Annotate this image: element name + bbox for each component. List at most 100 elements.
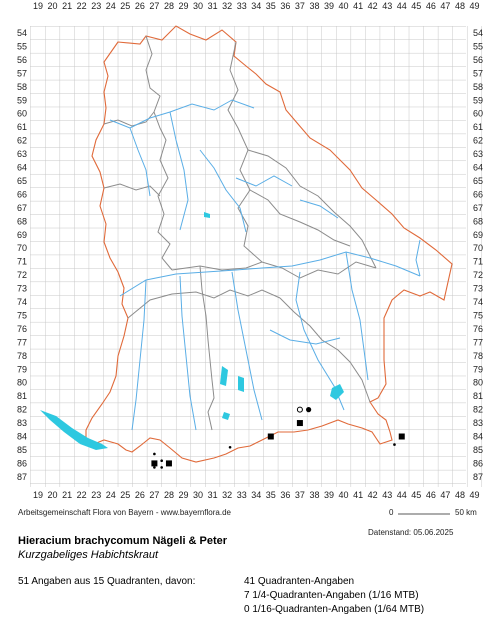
x-tick-label: 26 xyxy=(135,490,145,500)
occurrence-open-circle xyxy=(296,406,303,413)
y-tick-label: 55 xyxy=(473,41,483,51)
y-tick-label: 85 xyxy=(473,445,483,455)
y-tick-label: 74 xyxy=(473,297,483,307)
x-tick-label: 41 xyxy=(353,490,363,500)
occurrence-dot xyxy=(160,466,163,469)
distribution-map: 19 20 21 22 23 24 25 26 27 28 29 30 31 32 33 34 35 36 37 38… xyxy=(17,1,483,515)
y-tick-label: 78 xyxy=(473,351,483,361)
occurrence-points xyxy=(151,406,405,469)
y-tick-label: 57 xyxy=(17,68,27,78)
x-tick-label: 29 xyxy=(178,490,188,500)
y-tick-label: 80 xyxy=(473,378,483,388)
y-tick-label: 73 xyxy=(17,284,27,294)
y-tick-label: 57 xyxy=(473,68,483,78)
y-tick-label: 76 xyxy=(17,324,27,334)
y-tick-label: 70 xyxy=(473,243,483,253)
stat-sixteenth-quadrants: 0 1/16-Quadranten-Angaben (1/64 MTB) xyxy=(244,604,425,615)
y-tick-label: 87 xyxy=(17,472,27,482)
y-tick-label: 68 xyxy=(17,216,27,226)
x-tick-label: 42 xyxy=(368,1,378,11)
y-tick-label: 71 xyxy=(17,257,27,267)
y-tick-label: 61 xyxy=(17,122,27,132)
lakes xyxy=(40,212,344,450)
x-tick-label: 31 xyxy=(208,490,218,500)
x-tick-label: 34 xyxy=(251,490,261,500)
y-axis-right-labels: 54 55 56 57 58 59 60 61 62 63 64 65 66 67 68 69 70 71 72 73… xyxy=(473,28,483,482)
y-axis-left-labels: 54 55 56 57 58 59 60 61 62 63 64 65 66 67 68 69 70 71 72 73… xyxy=(17,28,27,482)
x-tick-label: 39 xyxy=(324,490,334,500)
x-tick-label: 20 xyxy=(48,490,58,500)
y-tick-label: 65 xyxy=(473,176,483,186)
x-tick-label: 45 xyxy=(411,490,421,500)
x-tick-label: 23 xyxy=(91,490,101,500)
data-date: Datenstand: 05.06.2025 xyxy=(368,528,454,537)
stat-quarter-quadrants: 7 1/4-Quadranten-Angaben (1/16 MTB) xyxy=(244,590,419,601)
x-tick-label: 49 xyxy=(469,490,479,500)
y-tick-label: 86 xyxy=(473,458,483,468)
x-tick-label: 19 xyxy=(33,1,43,11)
x-tick-label: 39 xyxy=(324,1,334,11)
y-tick-label: 81 xyxy=(17,391,27,401)
x-tick-label: 38 xyxy=(309,490,319,500)
x-axis-bottom-labels: 19 20 21 22 23 24 25 26 27 28 29 30 31 32 33 34 35 36 37 38… xyxy=(33,490,480,500)
y-tick-label: 62 xyxy=(473,136,483,146)
x-tick-label: 21 xyxy=(62,1,72,11)
y-tick-label: 66 xyxy=(17,189,27,199)
y-tick-label: 77 xyxy=(17,337,27,347)
bavaria-border xyxy=(85,25,453,463)
y-tick-label: 62 xyxy=(17,136,27,146)
y-tick-label: 58 xyxy=(17,82,27,92)
x-tick-label: 37 xyxy=(295,1,305,11)
y-tick-label: 72 xyxy=(17,270,27,280)
x-tick-label: 40 xyxy=(339,1,349,11)
occurrence-dot xyxy=(393,443,396,446)
y-tick-label: 67 xyxy=(17,203,27,213)
x-tick-label: 24 xyxy=(106,1,116,11)
x-tick-label: 34 xyxy=(251,1,261,11)
x-tick-label: 25 xyxy=(120,1,130,11)
y-tick-label: 75 xyxy=(17,310,27,320)
x-tick-label: 31 xyxy=(208,1,218,11)
occurrence-square xyxy=(296,420,303,427)
x-tick-label: 28 xyxy=(164,490,174,500)
scale-label: 50 km xyxy=(455,508,477,517)
y-tick-label: 74 xyxy=(17,297,27,307)
y-tick-label: 60 xyxy=(17,109,27,119)
occurrence-dot xyxy=(153,452,156,456)
species-common-name: Kurzgabeliges Habichtskraut xyxy=(18,549,159,561)
y-tick-label: 60 xyxy=(473,109,483,119)
occurrence-filled-circle xyxy=(306,407,312,413)
x-tick-label: 49 xyxy=(469,1,479,11)
y-tick-label: 82 xyxy=(473,405,483,415)
y-tick-label: 69 xyxy=(473,230,483,240)
y-tick-label: 85 xyxy=(17,445,27,455)
y-tick-label: 56 xyxy=(17,55,27,65)
x-tick-label: 38 xyxy=(309,1,319,11)
x-tick-label: 35 xyxy=(266,1,276,11)
y-tick-label: 76 xyxy=(473,324,483,334)
x-tick-label: 35 xyxy=(266,490,276,500)
x-tick-label: 46 xyxy=(426,490,436,500)
summary-text: 51 Angaben aus 15 Quadranten, davon: xyxy=(18,576,196,587)
x-tick-label: 44 xyxy=(397,490,407,500)
x-tick-label: 47 xyxy=(440,490,450,500)
x-tick-label: 43 xyxy=(382,1,392,11)
x-tick-label: 20 xyxy=(48,1,58,11)
x-tick-label: 43 xyxy=(382,490,392,500)
y-tick-label: 77 xyxy=(473,337,483,347)
district-borders xyxy=(103,35,377,431)
occurrence-dot xyxy=(153,466,156,469)
y-tick-label: 79 xyxy=(17,364,27,374)
y-tick-label: 66 xyxy=(473,189,483,199)
x-tick-label: 23 xyxy=(91,1,101,11)
species-title: Hieracium brachycomum Nägeli & Peter xyxy=(18,535,228,547)
x-tick-label: 36 xyxy=(280,1,290,11)
occurrence-dot xyxy=(160,459,163,463)
y-tick-label: 69 xyxy=(17,230,27,240)
occurrence-square xyxy=(267,433,274,440)
y-tick-label: 63 xyxy=(473,149,483,159)
y-tick-label: 63 xyxy=(17,149,27,159)
x-tick-label: 30 xyxy=(193,490,203,500)
x-tick-label: 28 xyxy=(164,1,174,11)
y-tick-label: 70 xyxy=(17,243,27,253)
